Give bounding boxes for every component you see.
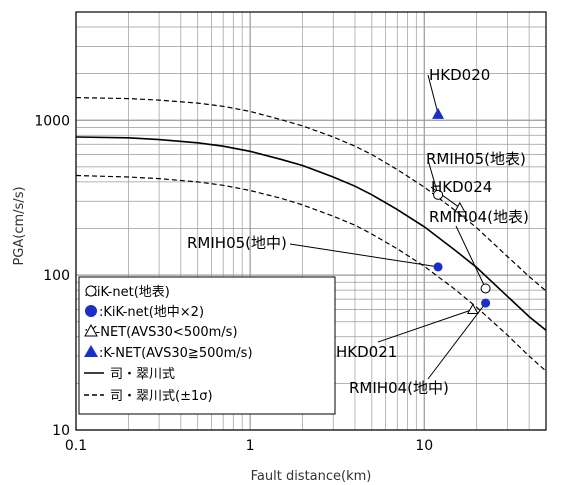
- legend-label: 司・翠川式: [110, 367, 175, 382]
- x-tick-label: 0.1: [65, 438, 87, 454]
- annotation-hkd024: HKD024: [431, 178, 492, 196]
- annotations: HKD020 RMIH05(地表) HKD024 RMIH04(地表) RMIH…: [187, 66, 529, 397]
- data-point-circle-filled: [481, 298, 491, 308]
- data-point-circle-open: [480, 283, 491, 294]
- data-point-circle-filled: [433, 262, 443, 272]
- data-point-triangle-filled: [432, 107, 445, 119]
- sigma-curve: [75, 174, 547, 372]
- legend-label: :K-NET(AVS30<500m/s): [84, 325, 238, 340]
- legend-label: :K-NET(AVS30≧500m/s): [99, 346, 253, 361]
- leader-line: [427, 302, 487, 380]
- legend-label: :KiK-net(地表): [84, 285, 170, 300]
- axis-tick-labels: 0.1 1 10 10 100 1000: [34, 113, 433, 454]
- legend-item-triangle-filled: :K-NET(AVS30≧500m/s): [84, 345, 253, 361]
- legend-label: 司・翠川式(±1σ): [110, 389, 213, 404]
- annotation-hkd021: HKD021: [336, 343, 397, 361]
- legend-item-triangle-open: :K-NET(AVS30<500m/s): [84, 325, 238, 340]
- legend-item-circle-open: :KiK-net(地表): [84, 285, 170, 300]
- x-tick-label: 1: [246, 438, 255, 454]
- annotation-rmih05-surface: RMIH05(地表): [426, 150, 526, 168]
- data-point-circle-open: [433, 189, 444, 200]
- filled-circle-icon: [85, 305, 97, 317]
- annotation-rmih05-borehole: RMIH05(地中): [187, 234, 287, 252]
- attenuation-curves: [75, 97, 547, 372]
- legend-box: [78, 276, 336, 415]
- data-point-triangle-open: [466, 303, 479, 314]
- annotation-rmih04-borehole: RMIH04(地中): [349, 379, 449, 397]
- legend-item-circle-filled: :KiK-net(地中×2): [85, 305, 204, 320]
- leader-line: [289, 243, 439, 268]
- y-axis-title: PGA(cm/s/s): [12, 186, 27, 265]
- open-circle-icon: [85, 285, 97, 297]
- x-axis-title: Fault distance(km): [251, 469, 372, 484]
- leader-line: [427, 159, 439, 195]
- legend: :KiK-net(地表) :KiK-net(地中×2) :K-NET(AVS30…: [78, 276, 336, 415]
- open-triangle-icon: [84, 323, 98, 337]
- y-tick-label: 1000: [34, 113, 70, 129]
- legend-label: :KiK-net(地中×2): [99, 305, 204, 320]
- y-tick-label: 10: [52, 423, 70, 439]
- plot-frame: [75, 11, 547, 431]
- annotation-rmih04-surface: RMIH04(地表): [429, 208, 529, 226]
- y-tick-label: 100: [43, 268, 70, 284]
- mean-curve: [75, 136, 547, 331]
- data-points: [432, 107, 491, 314]
- annotation-hkd020: HKD020: [429, 66, 490, 84]
- x-tick-label: 10: [415, 438, 433, 454]
- legend-item-solid-line: 司・翠川式: [84, 367, 175, 382]
- data-point-triangle-open: [453, 201, 466, 213]
- legend-item-dashed-line: 司・翠川式(±1σ): [84, 389, 213, 404]
- leader-line: [427, 74, 439, 114]
- filled-triangle-icon: [84, 345, 98, 357]
- leader-line: [455, 225, 487, 289]
- leader-line: [377, 309, 473, 343]
- sigma-curve: [75, 97, 547, 292]
